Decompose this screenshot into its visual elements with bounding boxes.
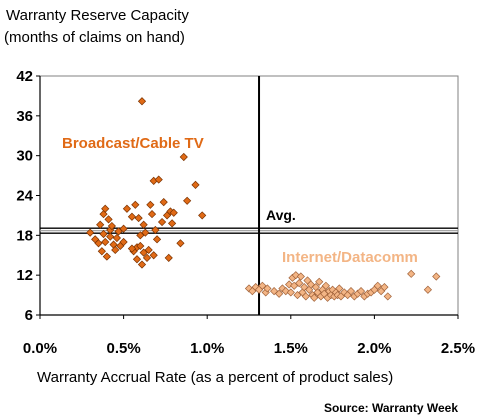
point-broadcast [164,253,173,263]
x-axis-title: Warranty Accrual Rate (as a percent of p… [37,369,393,386]
point-broadcast [101,204,110,213]
point-internet [310,293,319,302]
point-broadcast [152,235,162,244]
point-broadcast [131,200,140,209]
y-tick-label: 30 [16,148,33,165]
point-broadcast [119,224,128,233]
point-internet [380,283,389,292]
avg-label: Avg. [266,207,296,223]
series-label-internet: Internet/Datacomm [282,249,418,266]
point-broadcast [141,228,150,237]
point-internet [315,277,324,286]
point-broadcast [132,255,142,264]
y-tick-label: 12 [16,267,33,284]
point-broadcast [142,253,152,263]
point-internet [356,287,366,296]
point-broadcast [137,97,147,106]
x-tick-label: 0.5% [106,340,140,357]
y-axis-title-line2: (months of claims on hand) [4,29,185,46]
point-broadcast [102,252,111,261]
point-broadcast [147,209,157,219]
x-tick-label: 0.0% [23,340,57,357]
point-broadcast [97,247,106,256]
x-axis-ticks: 0.0% 0.5% 1.0% 1.5% 2.0% 2.5% [23,315,475,357]
point-broadcast [112,233,122,243]
point-broadcast [119,237,128,247]
point-internet [251,283,260,292]
point-broadcast [122,204,132,213]
point-broadcast [127,212,137,221]
point-broadcast [134,213,143,223]
y-tick-label: 42 [16,68,33,85]
point-broadcast [167,219,177,228]
point-internet [286,288,295,297]
point-internet [269,287,279,296]
point-internet [300,283,309,292]
point-broadcast [136,241,145,251]
point-broadcast [183,196,192,205]
x-tick-label: 2.5% [441,340,475,357]
point-internet [423,285,432,294]
point-internet [321,281,331,290]
point-broadcast [154,175,163,184]
point-internet [340,288,349,297]
point-broadcast [146,200,155,209]
point-broadcast [94,239,103,248]
point-internet [263,284,272,293]
point-broadcast [149,251,158,260]
point-broadcast [101,237,110,247]
y-tick-label: 24 [16,188,33,205]
plot-frame [39,75,459,316]
point-internet [275,289,284,298]
point-broadcast [111,245,120,255]
x-tick-label: 2.0% [357,340,391,357]
point-broadcast [176,239,185,248]
point-broadcast [191,180,200,189]
point-broadcast [198,211,207,220]
point-broadcast [144,245,153,255]
point-internet [383,292,392,301]
point-broadcast [99,229,108,239]
x-tick-label: 1.5% [274,340,308,357]
point-internet [285,280,294,289]
point-broadcast [159,198,168,207]
y-axis-title-line1: Warranty Reserve Capacity [6,7,189,24]
point-broadcast [137,260,147,269]
x-tick-label: 1.0% [190,340,224,357]
data-points [86,97,441,302]
point-internet [258,281,267,290]
point-internet [335,284,344,293]
plot-area [39,75,459,316]
point-internet [407,269,416,278]
point-broadcast [151,225,160,235]
source-note: Source: Warranty Week [324,401,458,415]
point-internet [296,272,305,281]
point-broadcast [157,217,167,227]
point-internet [346,287,356,296]
point-broadcast [169,208,178,217]
point-broadcast [106,232,115,241]
point-broadcast [86,228,95,237]
point-internet [295,279,304,288]
point-internet [291,271,300,280]
point-broadcast [104,215,113,224]
y-tick-label: 36 [16,108,33,125]
point-broadcast [127,244,137,253]
y-tick-label: 18 [16,227,33,244]
y-axis-ticks: 6 12 18 24 30 36 42 [16,68,40,324]
series-label-broadcast: Broadcast/Cable TV [62,135,204,152]
point-broadcast [107,221,116,231]
point-broadcast [96,220,105,229]
point-broadcast [139,220,148,229]
point-internet [432,272,441,281]
point-broadcast [179,152,188,162]
point-internet [373,281,382,290]
point-internet [301,292,310,301]
y-tick-label: 6 [25,307,33,324]
